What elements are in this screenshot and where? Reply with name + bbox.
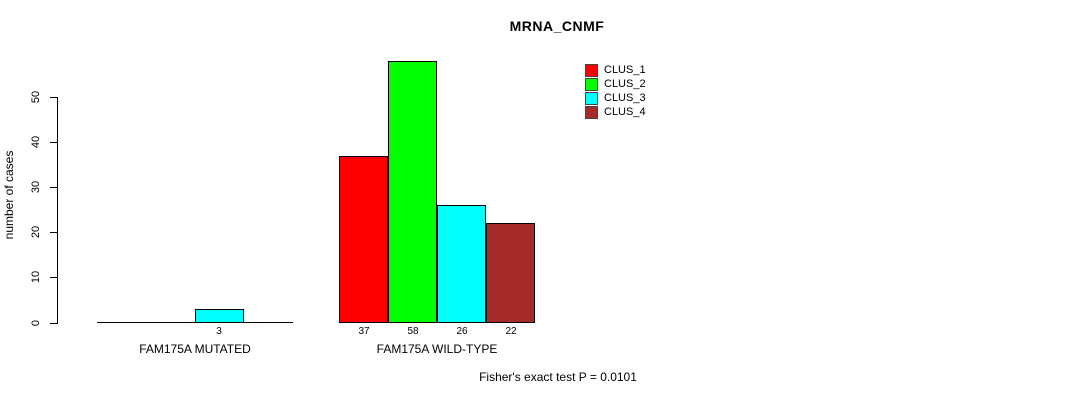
legend-label: CLUS_3 xyxy=(604,92,646,104)
y-tick xyxy=(50,323,57,324)
legend-item-clus_3: CLUS_3 xyxy=(585,91,646,105)
legend-swatch-clus_4 xyxy=(585,105,598,119)
y-tick xyxy=(50,187,57,188)
bar-clus_2-wildtype xyxy=(388,61,437,323)
y-tick-label: 40 xyxy=(30,135,42,149)
legend-item-clus_4: CLUS_4 xyxy=(585,105,646,119)
bar-value-label: 26 xyxy=(456,326,468,337)
fisher-test-note: Fisher's exact test P = 0.0101 xyxy=(479,370,637,384)
bar-clus_3-wildtype xyxy=(437,205,486,323)
bar-value-label: 58 xyxy=(407,326,419,337)
bar-clus_1-wildtype xyxy=(339,156,388,323)
legend-swatch-clus_2 xyxy=(585,77,598,91)
bar-value-label: 22 xyxy=(505,326,517,337)
legend-swatch-clus_1 xyxy=(585,63,598,77)
x-category-label: FAM175A MUTATED xyxy=(139,342,251,356)
chart-title: MRNA_CNMF xyxy=(509,18,605,34)
bar-clus_4-wildtype xyxy=(486,223,535,323)
legend-item-clus_1: CLUS_1 xyxy=(585,63,646,77)
legend-label: CLUS_2 xyxy=(604,78,646,90)
bar-value-label: 3 xyxy=(216,326,222,337)
y-axis-line xyxy=(57,97,58,324)
y-tick xyxy=(50,97,57,98)
x-category-label: FAM175A WILD-TYPE xyxy=(376,342,498,356)
bar-value-label: 37 xyxy=(358,326,370,337)
y-tick xyxy=(50,277,57,278)
legend-swatch-clus_3 xyxy=(585,91,598,105)
y-tick-label: 30 xyxy=(30,180,42,194)
y-tick-label: 10 xyxy=(30,270,42,284)
legend-label: CLUS_4 xyxy=(604,106,646,118)
legend: CLUS_1 CLUS_2 CLUS_3 CLUS_4 xyxy=(585,63,646,119)
bar-clus_3-mutated xyxy=(195,309,244,323)
legend-label: CLUS_1 xyxy=(604,64,646,76)
y-tick-label: 50 xyxy=(30,90,42,104)
y-tick-label: 20 xyxy=(30,225,42,239)
y-tick xyxy=(50,142,57,143)
legend-item-clus_2: CLUS_2 xyxy=(585,77,646,91)
group-baseline xyxy=(96,322,293,323)
y-tick xyxy=(50,232,57,233)
y-tick-label: 0 xyxy=(30,319,42,327)
